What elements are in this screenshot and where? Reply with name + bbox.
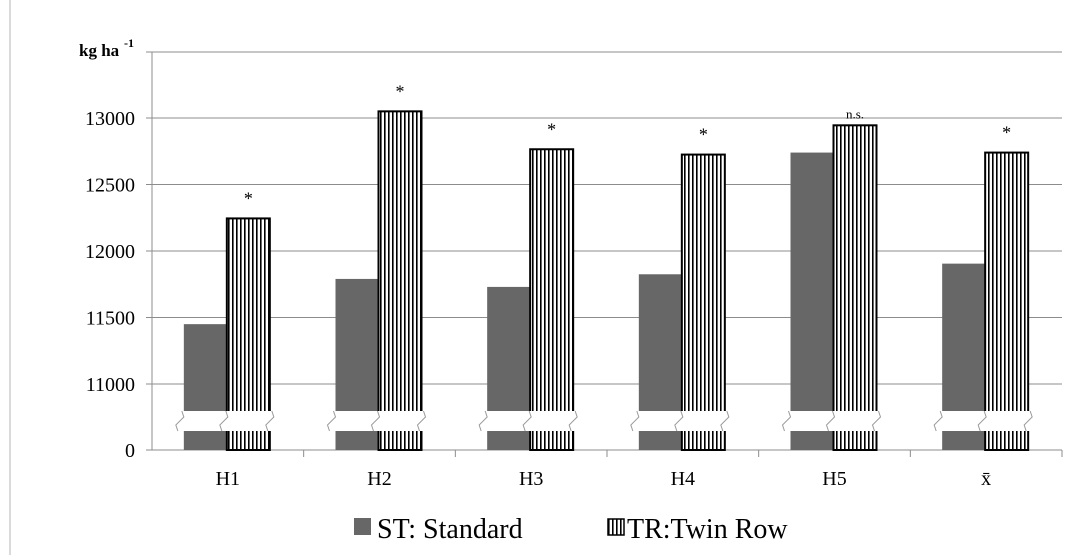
- break-zigzag: [630, 410, 640, 432]
- break-zigzag: [522, 410, 532, 432]
- bar-st: [790, 152, 834, 450]
- x-tick-label: H2: [367, 468, 391, 490]
- legend-swatch-st: [354, 518, 371, 535]
- x-tick-label: H4: [671, 468, 695, 490]
- break-gap: [173, 411, 280, 431]
- x-tick-label: H1: [216, 468, 240, 490]
- break-zigzag: [416, 410, 427, 432]
- break-zigzag: [478, 410, 488, 432]
- bars: [183, 110, 1030, 452]
- significance-label: *: [396, 81, 405, 101]
- break-zigzag: [326, 410, 337, 432]
- bar-tr: [680, 153, 726, 451]
- break-gap: [628, 411, 735, 431]
- significance-label: n.s.: [846, 106, 864, 121]
- break-zigzag: [370, 410, 381, 432]
- significance-label: *: [699, 125, 708, 145]
- break-gap: [780, 411, 887, 431]
- break-zigzag: [568, 410, 578, 432]
- legend-label-tr: TR:Twin Row: [627, 514, 788, 545]
- y-tick-label: 0: [125, 440, 135, 462]
- y-tick-label: 12000: [85, 241, 135, 263]
- x-tick-label: x̄: [981, 468, 991, 490]
- axis-break-marks: [173, 410, 1039, 432]
- legend-swatch-tr: [607, 518, 625, 536]
- break-zigzag: [720, 410, 730, 432]
- bar-tr: [529, 148, 575, 451]
- significance-label: *: [244, 188, 253, 208]
- labels: 0 11000 11500 12000 12500 13000 kg ha -1 H1 * H2 * H…: [79, 36, 1011, 490]
- gridlines: [152, 51, 1062, 385]
- bar-tr: [377, 110, 423, 451]
- legend-label-st: ST: Standard: [377, 514, 523, 545]
- y-unit-label: kg ha: [79, 41, 120, 60]
- break-gap: [932, 411, 1039, 431]
- y-unit-superscript: -1: [124, 36, 134, 50]
- y-tick-label: 13000: [85, 108, 135, 130]
- break-zigzag: [871, 410, 882, 432]
- break-zigzag: [933, 410, 943, 432]
- break-zigzag: [825, 410, 836, 432]
- bar-tr: [984, 151, 1030, 452]
- break-zigzag: [781, 410, 792, 432]
- significance-label: *: [1002, 123, 1011, 143]
- significance-label: *: [547, 119, 556, 139]
- break-gap: [477, 411, 584, 431]
- break-zigzag: [175, 410, 185, 432]
- legend: ST: Standard TR:Twin Row: [354, 514, 788, 545]
- y-tick-label: 12500: [85, 175, 135, 197]
- x-tick-label: H5: [822, 468, 846, 490]
- x-tick-label: H3: [519, 468, 543, 490]
- y-tick-label: 11000: [86, 374, 135, 396]
- bar-tr: [832, 124, 878, 451]
- break-zigzag: [265, 410, 275, 432]
- break-zigzag: [1023, 410, 1033, 432]
- break-zigzag: [977, 410, 987, 432]
- break-zigzag: [674, 410, 684, 432]
- axes: [146, 51, 1063, 457]
- bar-st: [183, 324, 227, 450]
- break-zigzag: [219, 410, 229, 432]
- y-tick-label: 11500: [86, 308, 135, 330]
- break-gap: [325, 411, 432, 431]
